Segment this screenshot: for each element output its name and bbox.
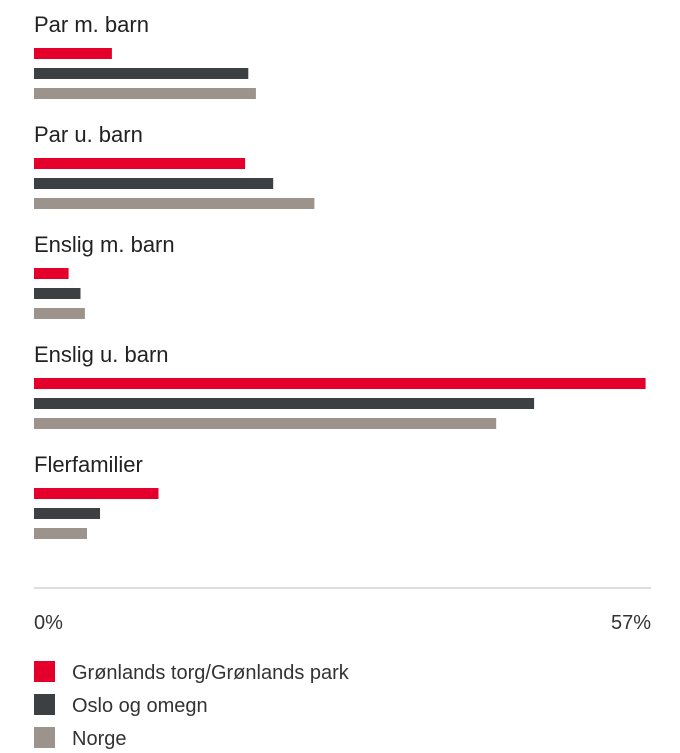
category-label: Enslig u. barn [34, 342, 169, 367]
bar [34, 308, 85, 319]
x-tick-label-min: 0% [34, 612, 63, 634]
bar [34, 418, 497, 429]
legend-label: Oslo og omegn [72, 695, 208, 717]
bar [34, 268, 69, 279]
legend-swatch [34, 661, 55, 682]
category-label: Flerfamilier [34, 452, 143, 477]
bar [34, 488, 159, 499]
legend-swatch [34, 727, 55, 748]
category-label: Par m. barn [34, 12, 149, 37]
legend-label: Grønlands torg/Grønlands park [72, 662, 350, 684]
legend: Grønlands torg/Grønlands park Oslo og ome… [34, 661, 350, 750]
bar [34, 198, 315, 209]
category-groups: Par m. barn Par u. barn Enslig m. barn Ensl… [34, 12, 646, 539]
bar [34, 288, 81, 299]
bar [34, 378, 646, 389]
bar [34, 68, 249, 79]
legend-swatch [34, 694, 55, 715]
category-label: Enslig m. barn [34, 232, 175, 257]
bar [34, 508, 100, 519]
bar [34, 158, 246, 169]
bar [34, 178, 274, 189]
bar [34, 88, 256, 99]
x-tick-label-max: 57% [611, 612, 651, 634]
bar [34, 528, 87, 539]
category-label: Par u. barn [34, 122, 143, 147]
legend-label: Norge [72, 728, 126, 750]
bar [34, 48, 112, 59]
bar [34, 398, 535, 409]
